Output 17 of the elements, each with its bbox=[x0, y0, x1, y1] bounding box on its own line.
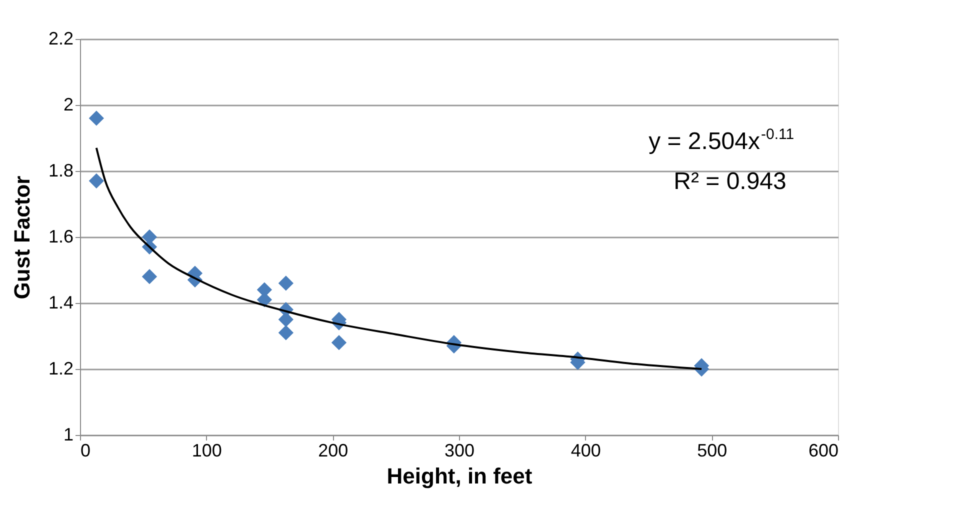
x-tick-label: 500 bbox=[697, 440, 728, 460]
x-tick-label: 200 bbox=[318, 440, 348, 460]
y-axis-title: Gust Factor bbox=[9, 175, 34, 300]
x-tick-label: 400 bbox=[570, 440, 601, 460]
x-tick-label: 100 bbox=[192, 440, 222, 460]
x-axis-title: Height, in feet bbox=[386, 464, 533, 488]
y-tick-label: 1.4 bbox=[48, 292, 74, 312]
x-tick-label: 0 bbox=[80, 440, 91, 460]
y-tick-label: 1 bbox=[63, 424, 74, 444]
x-tick-label: 300 bbox=[444, 440, 475, 460]
y-tick-label: 1.2 bbox=[48, 358, 74, 378]
y-tick-label: 1.6 bbox=[48, 226, 74, 246]
y-tick-label: 2 bbox=[63, 94, 74, 114]
annotation: R² = 0.943 bbox=[674, 168, 786, 195]
y-tick-label: 1.8 bbox=[48, 160, 74, 180]
x-tick-label: 600 bbox=[808, 440, 838, 460]
y-tick-label: 2.2 bbox=[48, 28, 74, 48]
